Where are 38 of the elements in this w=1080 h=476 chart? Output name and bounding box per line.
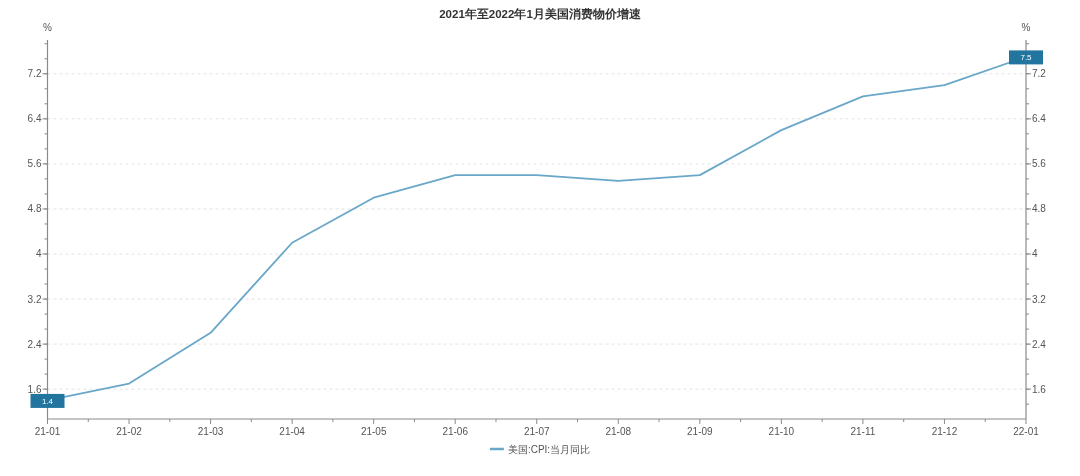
y2-axis-title: % <box>1021 22 1031 33</box>
y-tick-label: 5.6 <box>27 158 42 170</box>
y2-tick-label: 1.6 <box>1032 383 1047 395</box>
y-tick-label: 1.6 <box>27 383 42 395</box>
x-tick-label: 21-01 <box>34 426 61 437</box>
x-tick-label: 22-01 <box>1013 426 1040 437</box>
data-label: 1.4 <box>41 396 54 406</box>
x-tick-label: 21-08 <box>605 426 632 437</box>
x-tick-label: 21-07 <box>523 426 550 437</box>
value-label: 1.4 <box>30 393 65 408</box>
chart-title: 2021年至2022年1月美国消费物价增速 <box>439 7 641 20</box>
x-tick-label: 21-10 <box>768 426 795 437</box>
y-tick-label: 4 <box>35 248 42 260</box>
y-axis-title: % <box>43 22 53 33</box>
y-tick-label: 3.2 <box>27 293 42 305</box>
y-tick-label: 6.4 <box>27 113 42 125</box>
y2-tick-label: 4 <box>1032 248 1038 260</box>
y2-tick-label: 7.2 <box>1032 68 1047 80</box>
y-tick-label: 2.4 <box>27 338 42 350</box>
y2-tick-label: 2.4 <box>1032 338 1047 350</box>
y-tick-label: 4.8 <box>27 203 42 215</box>
x-tick-label: 21-02 <box>116 426 143 437</box>
x-tick-label: 21-06 <box>442 426 469 437</box>
y2-tick-label: 3.2 <box>1032 293 1047 305</box>
x-tick-label: 21-03 <box>197 426 224 437</box>
data-label: 7.5 <box>1020 53 1033 63</box>
x-tick-label: 21-12 <box>931 426 958 437</box>
y2-tick-label: 5.6 <box>1032 158 1047 170</box>
y2-tick-label: 4.8 <box>1032 203 1047 215</box>
value-label: 7.5 <box>1009 50 1043 65</box>
x-tick-label: 21-09 <box>687 426 714 437</box>
x-tick-label: 21-04 <box>279 426 306 437</box>
x-tick-label: 21-11 <box>850 426 876 437</box>
y-tick-label: 7.2 <box>27 68 42 80</box>
legend: 美国:CPI:当月同比 <box>489 443 591 455</box>
legend-label: 美国:CPI:当月同比 <box>507 443 591 455</box>
y2-tick-label: 6.4 <box>1032 113 1047 125</box>
x-tick-label: 21-05 <box>360 426 387 437</box>
